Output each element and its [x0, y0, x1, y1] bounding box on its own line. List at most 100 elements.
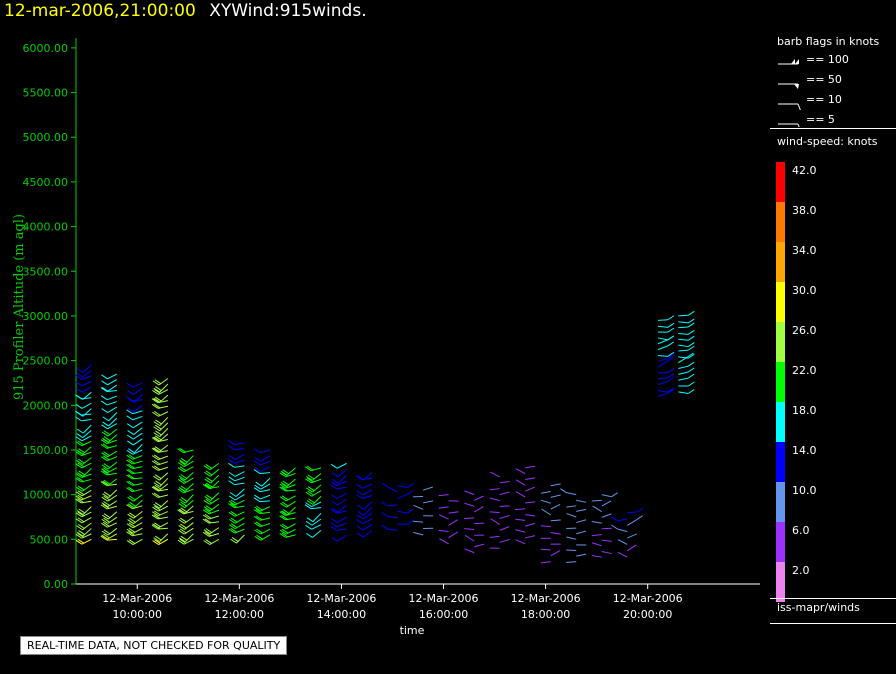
wind-barb: [126, 468, 143, 475]
barb-tick: [100, 481, 108, 486]
barb-shaft: [473, 506, 484, 513]
wind-barb: [678, 381, 695, 387]
wind-barb: [397, 519, 414, 525]
barb-shaft: [132, 421, 143, 429]
y-tick-label: 2500.00: [23, 355, 69, 368]
barb-shaft: [108, 412, 118, 422]
barb-shaft: [106, 401, 117, 406]
barb-tick: [254, 484, 261, 490]
barb-tick: [101, 530, 109, 536]
wind-barb: [127, 511, 143, 519]
barb-tick: [153, 510, 161, 516]
barb-tick: [153, 397, 161, 403]
wind-barb: [100, 400, 117, 406]
barb-tick: [177, 467, 185, 473]
barb-tick: [206, 477, 213, 482]
barb-shaft: [448, 531, 459, 539]
colorbar-swatch: [776, 242, 785, 282]
wind-barb: [76, 446, 92, 455]
wind-barb: [601, 539, 612, 542]
barb-tick: [103, 495, 110, 501]
wind-barb: [515, 539, 526, 545]
x-tick-time: 16:00:00: [419, 608, 468, 621]
wind-barb: [253, 515, 271, 521]
barb-tick: [101, 502, 109, 508]
barb-tick: [126, 423, 134, 429]
wind-barb: [153, 422, 169, 432]
wind-barb: [101, 423, 118, 430]
barb-tick: [103, 517, 110, 523]
barb-tick: [355, 493, 363, 499]
barb-shaft: [627, 544, 637, 552]
wind-barb: [464, 548, 475, 554]
barb-shaft: [363, 471, 373, 481]
barb-shaft: [490, 471, 500, 478]
barb-tick: [204, 496, 211, 501]
wind-barb: [228, 527, 245, 534]
barb-tick: [126, 480, 133, 486]
wind-barb: [489, 497, 500, 502]
barb-tick: [153, 475, 160, 481]
barb-shaft: [489, 535, 500, 538]
barb-shaft: [81, 413, 92, 416]
wind-barb: [102, 434, 118, 443]
wind-barb: [627, 507, 644, 514]
barb-shaft: [576, 553, 587, 557]
barb-shaft: [515, 539, 526, 545]
barb-tick: [279, 496, 287, 502]
barb-tick: [281, 486, 288, 492]
colorbar-label: 42.0: [792, 164, 817, 177]
barb-shaft: [336, 510, 347, 514]
wind-barb: [228, 502, 245, 509]
wind-barb: [126, 409, 143, 415]
barb-tick: [279, 511, 287, 516]
wind-barb: [474, 522, 485, 525]
barb-shaft: [678, 377, 689, 381]
barb-tick: [154, 522, 161, 528]
barb-tick: [254, 466, 261, 472]
barb-tick: [667, 373, 675, 379]
barb-tick: [281, 501, 289, 507]
barb-shaft: [234, 494, 245, 501]
colorbar-label: 34.0: [792, 244, 817, 257]
barb-tick: [151, 403, 159, 409]
barb-tick: [153, 403, 161, 409]
barb-tick: [151, 492, 159, 498]
wind-barb: [101, 428, 118, 437]
colorbar-label: 6.0: [792, 524, 810, 537]
barb-tick: [180, 507, 187, 513]
barb-tick: [688, 345, 695, 351]
wind-barb: [657, 373, 675, 380]
barb-tick: [206, 494, 213, 500]
barb-shaft: [209, 462, 220, 471]
barb-shaft: [234, 471, 245, 477]
barb-tick: [202, 518, 210, 524]
barb-shaft: [209, 503, 220, 512]
y-axis-label: 915 Profiler Altitude (m agl): [12, 214, 27, 400]
wind-barb: [357, 500, 373, 510]
barb-shaft: [337, 516, 347, 524]
wind-barb: [101, 521, 118, 528]
wind-barb: [76, 391, 92, 400]
barb-tick: [103, 463, 111, 469]
barb-tick: [77, 477, 84, 482]
barb-shaft: [362, 524, 373, 531]
wind-barb: [397, 490, 414, 499]
barb-tick: [306, 465, 314, 471]
wind-barb: [151, 492, 169, 498]
barb-shaft: [524, 486, 535, 492]
barb-tick: [76, 486, 83, 492]
barb-tick: [75, 416, 82, 422]
barb-shaft: [591, 554, 602, 558]
wind-barb: [230, 534, 245, 544]
x-tick-time: 20:00:00: [623, 608, 672, 621]
barb-tick: [178, 525, 185, 530]
barb-shaft: [397, 510, 408, 514]
barb-tick: [155, 419, 162, 425]
barb-tick: [103, 529, 111, 535]
barb-tick: [230, 517, 238, 523]
wind-barb: [202, 513, 220, 520]
barb-tick: [127, 430, 134, 436]
barb-shaft: [627, 533, 638, 539]
wind-barb: [127, 432, 143, 440]
